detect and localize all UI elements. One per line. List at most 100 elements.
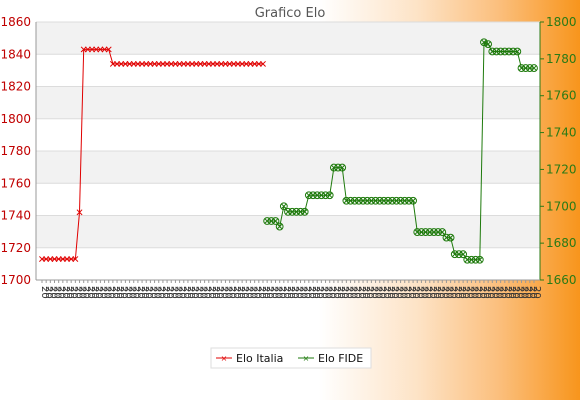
x-tick-label: 20 (52, 286, 63, 299)
legend-label-elo-fide: Elo FIDE (318, 352, 363, 365)
x-tick-label: 20 (214, 286, 225, 299)
plot-band (36, 215, 540, 248)
elo-fide-series (263, 163, 376, 231)
x-tick-label: 20 (152, 286, 163, 299)
x-tick-label: 20 (68, 286, 79, 299)
x-tick-label: 20 (431, 286, 442, 299)
x-tick-label: 20 (377, 286, 388, 299)
x-tick-label: 20 (323, 286, 334, 299)
elo-fide-cont-point (392, 196, 401, 205)
elo-fide-cont-point (409, 196, 417, 205)
x-tick-label: 20 (77, 286, 88, 299)
y-tick-label-left: 1760 (0, 176, 31, 190)
x-tick-label: 20 (143, 286, 154, 299)
y-tick-label-right: 1660 (546, 273, 577, 287)
elo-fide-cont-point (388, 196, 397, 205)
y-tick-label-left: 1700 (0, 273, 31, 287)
elo-fide-cont-point-mark (439, 229, 446, 236)
x-tick-label: 20 (210, 286, 221, 299)
x-tick-label: 20 (135, 286, 146, 299)
elo-fide-point-mark (339, 164, 346, 171)
x-tick-label: 20 (506, 286, 517, 299)
x-tick-label: 20 (364, 286, 375, 299)
y-tick-label-left: 1860 (0, 15, 31, 29)
elo-italia-point-mark (76, 209, 83, 216)
y-axis-right: 1660 1680 1700 1720 1740 1760 1780 1800 (539, 15, 577, 287)
x-tick-label: 20 (264, 286, 275, 299)
x-tick-label: 20 (423, 286, 434, 299)
x-tick-label: 20 (318, 286, 329, 299)
elo-fide-cont-point-mark (410, 197, 417, 204)
elo-fide-point-mark (280, 203, 287, 210)
elo-fide-point (313, 191, 322, 200)
x-tick-label: 20 (298, 286, 309, 299)
elo-fide-cont-point (446, 233, 455, 242)
y-tick-label-right: 1800 (546, 15, 577, 29)
elo-fide-cont-point (438, 228, 447, 236)
x-tick-label: 20 (452, 286, 463, 299)
series-layer (39, 38, 538, 264)
x-tick-label: 20 (81, 286, 92, 299)
elo-fide-cont-point (379, 196, 388, 205)
x-tick-label: 20 (285, 286, 296, 299)
x-tick-label: 20 (477, 286, 488, 299)
elo-fide-point-mark (326, 192, 333, 199)
elo-fide-cont-point (434, 228, 443, 236)
elo-fide-cont-point (396, 196, 405, 205)
x-tick-label: 20 (47, 286, 58, 299)
x-tick-label: 20 (172, 286, 183, 299)
elo-fide-cont-point (496, 47, 505, 56)
elo-fide-point-mark (272, 218, 279, 224)
x-tick-label: 20 (206, 286, 217, 299)
elo-fide-cont-point (371, 196, 380, 205)
x-tick-label: 20 (498, 286, 509, 299)
x-tick-label: 20 (443, 286, 454, 299)
x-tick-label: 20 (343, 286, 354, 299)
x-tick-label: 20 (56, 286, 67, 299)
x-tick-label: 20 (406, 286, 417, 299)
y-tick-label-right: 1780 (546, 52, 577, 66)
x-tick-label: 20 (177, 286, 188, 299)
elo-fide-point (300, 207, 309, 216)
x-tick-label: 20 (106, 286, 117, 299)
x-tick-label: 20 (368, 286, 379, 299)
elo-fide-point (317, 191, 326, 200)
elo-fide-point (275, 222, 284, 231)
x-tick-label: 20 (414, 286, 425, 299)
elo-fide-point (363, 196, 372, 205)
elo-fide-point (338, 163, 347, 172)
elo-fide-cont-point-mark (531, 65, 537, 72)
elo-fide-cont-point (521, 64, 530, 72)
elo-fide-cont-point (417, 228, 426, 236)
elo-fide-cont-point (463, 255, 472, 264)
x-tick-label: 20 (218, 286, 229, 299)
elo-fide-cont-point (509, 47, 518, 56)
x-tick-label: 20 (531, 286, 542, 299)
elo-fide-point (284, 207, 292, 216)
y-tick-label-right: 1740 (546, 126, 577, 140)
elo-fide-cont-point-mark (447, 234, 454, 241)
elo-fide-cont-point (442, 233, 451, 242)
x-tick-label: 20 (464, 286, 475, 299)
elo-fide-point (321, 191, 330, 200)
elo-fide-point-mark (301, 208, 308, 215)
plot-band (36, 86, 540, 119)
y-axis-left: 1700 1720 1740 1760 1780 1800 1820 1840 1860 (0, 15, 37, 287)
legend-marker-elo-italia: × (221, 354, 228, 363)
x-tick-label: 20 (72, 286, 83, 299)
elo-fide-cont-point (513, 47, 522, 56)
x-tick-label: 20 (235, 286, 246, 299)
y-tick-label-left: 1740 (0, 209, 31, 223)
y-tick-label-right: 1760 (546, 89, 577, 103)
x-tick-label: 20 (310, 286, 321, 299)
legend-box (210, 347, 372, 369)
x-tick-label: 20 (335, 286, 346, 299)
x-tick-label: 20 (281, 286, 292, 299)
x-tick-label: 20 (102, 286, 113, 299)
elo-italia-series (39, 46, 266, 262)
elo-fide-point (359, 196, 367, 205)
elo-fide-cont-point (384, 196, 392, 205)
elo-fide-point-mark (276, 223, 283, 230)
elo-fide-point (346, 196, 355, 205)
elo-fide-point (288, 207, 297, 216)
